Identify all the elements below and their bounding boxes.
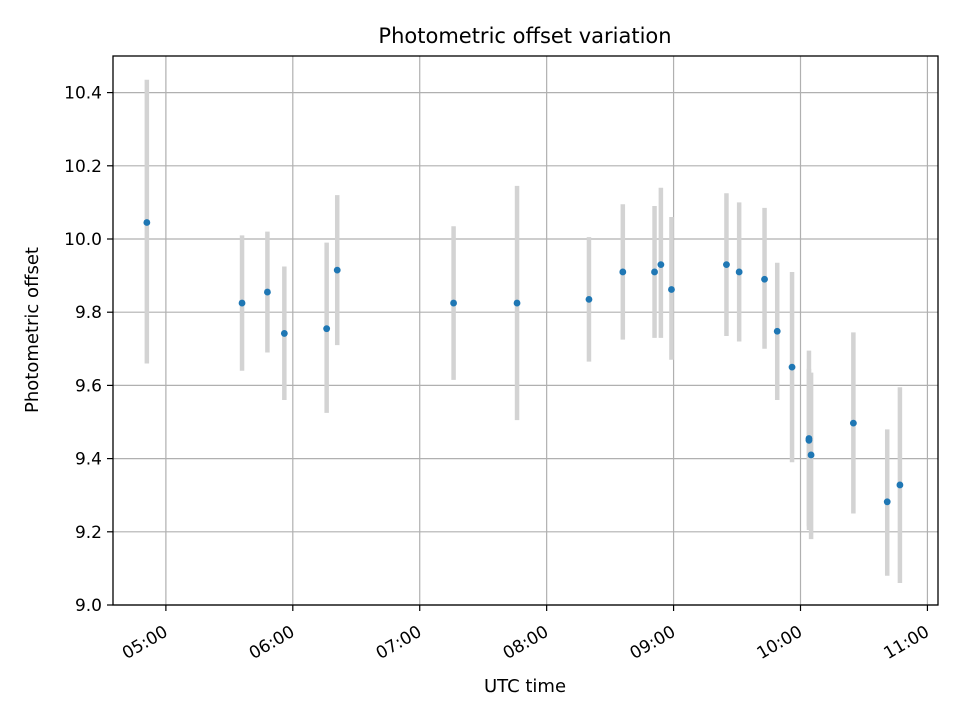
data-point	[651, 268, 658, 276]
data-point	[619, 268, 627, 276]
data-point	[280, 330, 288, 337]
data-point	[761, 275, 768, 283]
y-tick-label: 9.6	[75, 376, 102, 396]
x-tick-label: 11:00	[880, 622, 932, 664]
data-point	[735, 268, 743, 276]
data-point	[238, 299, 246, 307]
data-point	[513, 299, 521, 307]
y-axis-label: Photometric offset	[22, 247, 43, 413]
data-point	[723, 261, 730, 269]
data-point	[264, 288, 271, 296]
x-tick-label: 05:00	[119, 622, 171, 664]
y-tick-label: 9.2	[75, 523, 102, 543]
y-tick-label: 9.4	[75, 450, 102, 470]
y-tick-label: 9.0	[75, 596, 102, 616]
tick-layer: 05:00 06:00 07:00 08:00 09:00 10:00 11:00 9.0 9.…	[64, 84, 933, 664]
x-tick-label: 10:00	[754, 622, 806, 664]
plot-frame	[112, 55, 939, 606]
y-tick-label: 10.0	[64, 230, 102, 250]
data-point	[807, 451, 815, 459]
grid-layer	[113, 56, 938, 606]
data-point	[788, 363, 796, 371]
data-point	[143, 219, 151, 226]
data-point	[323, 325, 331, 333]
data-point	[883, 498, 891, 506]
x-axis-label: UTC time	[484, 676, 566, 697]
data-point	[849, 419, 857, 427]
x-tick-label: 09:00	[627, 622, 679, 664]
point-layer	[143, 219, 904, 506]
data-point	[805, 436, 813, 444]
errorbar-layer	[144, 79, 903, 584]
chart-title: Photometric offset variation	[378, 24, 671, 48]
x-tick-label: 08:00	[500, 622, 552, 664]
y-tick-label: 10.2	[64, 157, 102, 177]
data-point	[450, 299, 457, 307]
data-point	[657, 261, 665, 269]
y-tick-label: 9.8	[75, 303, 102, 323]
x-tick-label: 06:00	[246, 622, 298, 664]
data-point	[585, 295, 593, 303]
data-point	[668, 286, 675, 293]
y-tick-label: 10.4	[64, 84, 102, 104]
data-point	[773, 327, 781, 335]
data-point	[896, 481, 904, 489]
x-tick-label: 07:00	[373, 622, 425, 664]
data-point	[333, 266, 341, 274]
